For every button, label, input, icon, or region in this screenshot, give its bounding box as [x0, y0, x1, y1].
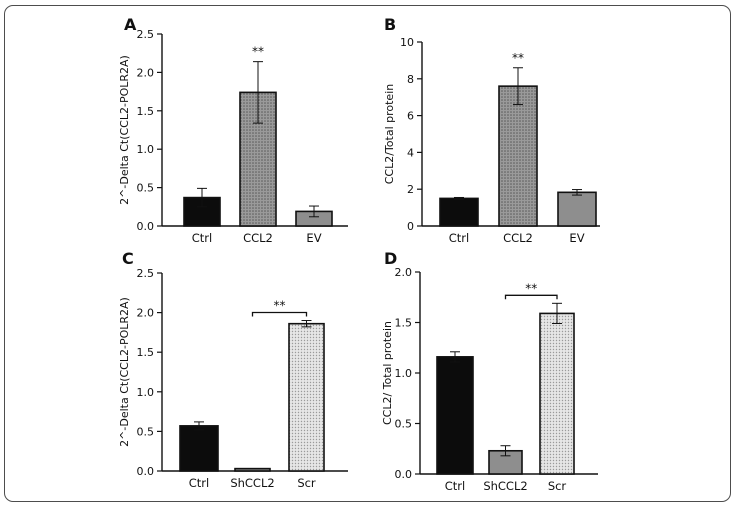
y-tick-label: 10 — [400, 36, 414, 49]
y-tick-label: 0.5 — [137, 182, 155, 195]
significance-stars: ** — [274, 299, 286, 313]
bar-ctrl — [436, 356, 474, 475]
y-tick-label: 2 — [407, 183, 414, 196]
bar-ctrl — [183, 196, 221, 227]
y-tick-label: 1.5 — [137, 346, 155, 359]
bar-shccl2 — [234, 467, 271, 472]
y-tick-label: 0.0 — [395, 468, 413, 481]
category-label: ShCCL2 — [483, 479, 527, 493]
category-label: EV — [569, 231, 584, 245]
y-tick-label: 4 — [407, 146, 414, 159]
bar-scr — [288, 322, 325, 472]
panel-letter: D — [384, 249, 397, 268]
y-tick-label: 1.5 — [137, 105, 155, 118]
category-label: ShCCL2 — [230, 476, 274, 490]
panel-d: D 0.0 0.5 1.0 1.5 2.0 CCL2/ Total protein Ctrl S… — [381, 249, 598, 493]
panel-letter: B — [384, 15, 396, 34]
y-axis-label: CCL2/Total protein — [383, 84, 396, 185]
bar-ev — [557, 191, 597, 227]
category-label: Ctrl — [189, 476, 209, 490]
y-tick-label: 8 — [407, 73, 414, 86]
y-tick-label: 2.0 — [137, 307, 155, 320]
y-tick-label: 6 — [407, 110, 414, 123]
panel-b: B 0 2 4 6 8 10 CCL2/Total protein Ctrl CCL2 EV ** — [383, 15, 600, 245]
significance-stars: ** — [252, 45, 264, 59]
y-tick-label: 0.0 — [137, 465, 155, 478]
y-tick-label: 0 — [407, 220, 414, 233]
y-tick-label: 1.5 — [395, 317, 413, 330]
y-tick-label: 0.5 — [395, 418, 413, 431]
y-tick-label: 0.0 — [137, 220, 155, 233]
significance-bracket — [504, 294, 558, 300]
bar-ctrl — [179, 425, 219, 472]
y-tick-label: 2.5 — [137, 267, 155, 280]
y-tick-label: 2.0 — [395, 266, 413, 279]
panel-letter: C — [122, 249, 134, 268]
category-label: CCL2 — [503, 231, 533, 245]
panel-letter: A — [124, 15, 137, 34]
category-label: CCL2 — [243, 231, 273, 245]
category-label: Scr — [548, 479, 567, 493]
y-tick-label: 1.0 — [395, 367, 413, 380]
panel-c: C 0.0 0.5 1.0 1.5 2.0 2.5 2^-Delta Ct(CCL2-POLR… — [118, 249, 348, 490]
bar-scr — [539, 312, 575, 475]
significance-stars: ** — [525, 281, 537, 295]
category-label: Ctrl — [192, 231, 212, 245]
y-tick-label: 2.0 — [137, 66, 155, 79]
category-label: Ctrl — [449, 231, 469, 245]
y-axis-label: 2^-Delta Ct(CCL2-POLR2A) — [118, 297, 131, 447]
y-axis-label: 2^-Delta Ct(CCL2-POLR2A) — [118, 55, 131, 205]
figure-frame — [4, 5, 731, 502]
y-tick-label: 1.0 — [137, 143, 155, 156]
significance-stars: ** — [512, 51, 524, 65]
category-label: Scr — [297, 476, 316, 490]
category-label: EV — [306, 231, 321, 245]
bar-ccl2 — [498, 85, 538, 227]
y-axis-label: CCL2/ Total protein — [381, 321, 394, 425]
significance-bracket — [251, 311, 308, 317]
bar-ctrl — [439, 197, 479, 227]
y-tick-label: 0.5 — [137, 425, 155, 438]
panel-a: A 0.0 0.5 1.0 1.5 2.0 2.5 2^-Delta Ct(CCL2-POLR… — [118, 15, 348, 245]
y-tick-label: 2.5 — [137, 28, 155, 41]
y-tick-label: 1.0 — [137, 386, 155, 399]
category-label: Ctrl — [445, 479, 465, 493]
